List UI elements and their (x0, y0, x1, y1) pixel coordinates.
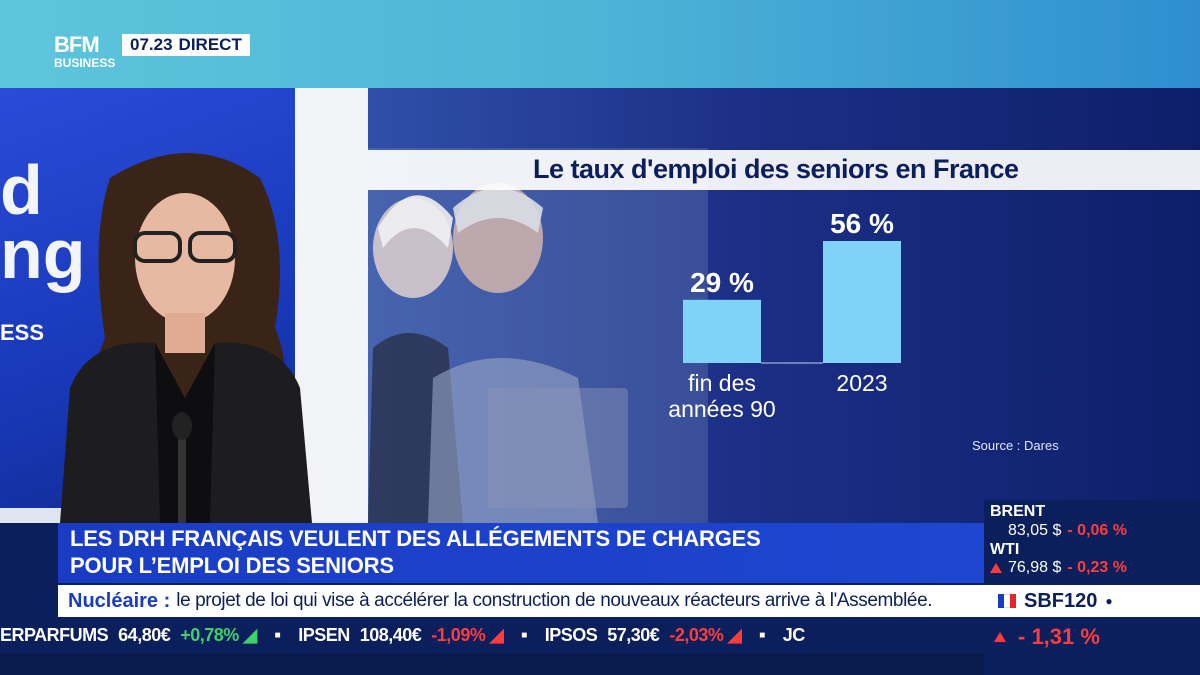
clock-time: 07.23 (130, 35, 173, 54)
guest-figure (60, 153, 312, 523)
ticker-name: IPSEN (298, 624, 350, 645)
category-label: années 90 (668, 396, 775, 422)
ticker-separator-icon: ■ (274, 629, 281, 641)
flash-tag: Nucléaire : (68, 589, 171, 612)
brent-row: 83,05 $ - 0,06 % (990, 522, 1127, 540)
live-label: DIRECT (178, 35, 242, 54)
category-label: fin des (688, 370, 756, 396)
french-flag-icon (998, 594, 1016, 608)
chart-source: Source : Dares (972, 438, 1059, 453)
headline-line-1: LES DRH FRANÇAIS VEULENT DES ALLÉGEMENTS… (70, 526, 761, 551)
headline-line-2: POUR L’EMPLOI DES SENIORS (70, 553, 394, 578)
chart-title: Le taux d'emploi des seniors en France (533, 154, 1019, 184)
infographic-panel: Le taux d'emploi des seniors en France 2… (368, 88, 1200, 523)
down-triangle-icon (990, 563, 1002, 573)
ticker-name: ERPARFUMS (0, 624, 109, 645)
headline-banner: LES DRH FRANÇAIS VEULENT DES ALLÉGEMENTS… (58, 523, 984, 583)
studio-pillar (295, 88, 370, 523)
screen-text: d ng (0, 151, 86, 293)
category-label: 2023 (836, 370, 887, 396)
bottom-strip (0, 653, 1200, 675)
wti-label: WTI (990, 541, 1020, 558)
ticker-separator-icon: ■ (521, 629, 527, 641)
news-flash: Nucléaire : le projet de loi qui vise à … (58, 585, 984, 617)
stock-ticker: ERPARFUMS 64,80€ +0,78% ◢ ■ IPSEN 108,40€ -1,0… (0, 617, 984, 653)
brent-label: BRENT (990, 503, 1046, 520)
seniors-photo (368, 148, 708, 523)
wti-change: - 0,23 % (1067, 559, 1127, 576)
index-change: - 1,31 % (1018, 624, 1100, 649)
chart-bar (823, 241, 901, 363)
flash-text: le projet de loi qui vise à accélérer la… (176, 590, 933, 611)
studio-view: d ng ESS (0, 88, 370, 523)
live-clock-box: 07.23 DIRECT (122, 34, 250, 56)
logo-top-text: BFM (54, 32, 100, 57)
chart-title-band (368, 150, 1200, 190)
index-down-icon (994, 632, 1006, 642)
logo-bottom-text: BUSINESS (54, 56, 116, 70)
ticker-change: -2,03% ◢ (669, 624, 742, 645)
ticker-value: 64,80€ (118, 624, 171, 645)
markets-panel: BRENT 83,05 $ - 0,06 % WTI 76,98 $ - 0,2… (984, 500, 1200, 675)
brent-value: 83,05 $ (1008, 522, 1062, 539)
chart-bar (683, 299, 761, 363)
top-bar: BFM BUSINESS 07.23 DIRECT (0, 0, 1200, 88)
ticker-change: +0,78% ◢ (180, 624, 257, 645)
index-box: SBF120 ● (984, 585, 1200, 617)
channel-logo: BFM BUSINESS (54, 34, 118, 76)
ticker-name: JC (782, 624, 806, 645)
wti-value: 76,98 $ (1008, 559, 1062, 576)
brent-change: - 0,06 % (1067, 522, 1127, 539)
index-change-row: - 1,31 % (994, 624, 1100, 650)
ticker-separator-icon: ■ (759, 629, 765, 641)
ticker-value: 108,40€ (359, 624, 422, 645)
screen-small-text: ESS (0, 320, 45, 345)
bar-value-label: 56 % (830, 208, 894, 239)
wti-row: 76,98 $ - 0,23 % (990, 559, 1127, 577)
index-marker-icon: ● (1105, 594, 1113, 608)
ticker-value: 57,30€ (607, 624, 660, 645)
ticker-change: -1,09% ◢ (431, 624, 504, 645)
bar-value-label: 29 % (690, 267, 754, 298)
ticker-name: IPSOS (544, 624, 598, 645)
index-label: SBF120 (1024, 589, 1098, 612)
